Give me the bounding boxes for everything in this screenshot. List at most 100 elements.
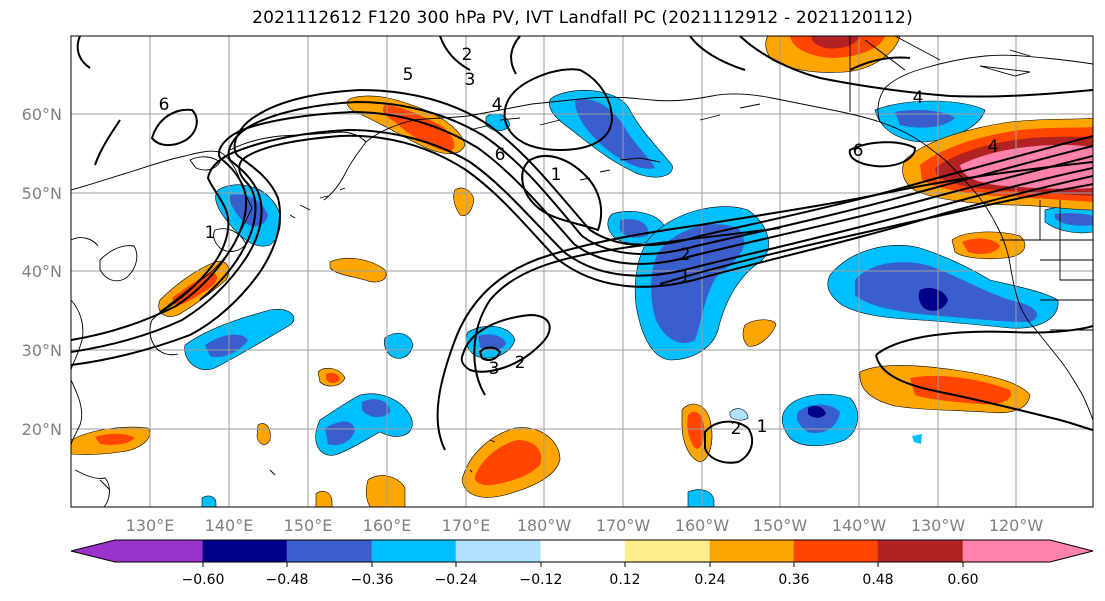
contour-label: 2	[515, 353, 526, 373]
ivt-contour-line	[199, 134, 1093, 301]
colorbar-segment	[793, 540, 879, 562]
pv-anomaly-region	[575, 99, 655, 169]
pv-anomaly-region	[383, 332, 414, 359]
contour-label: 4	[988, 137, 999, 157]
colorbar-segment	[455, 540, 542, 562]
colorbar-segment	[877, 540, 964, 562]
lat-label: 60°N	[22, 105, 62, 124]
lon-label: 130°E	[126, 516, 175, 535]
coastline	[71, 379, 83, 446]
colorbar-segment	[371, 540, 457, 562]
colorbar-segment	[286, 540, 373, 562]
colorbar-tick-label: −0.24	[435, 572, 478, 588]
pv-anomaly-region	[201, 495, 217, 507]
ivt-contour-line	[150, 108, 198, 146]
lon-label: 150°E	[284, 516, 333, 535]
coastline	[979, 49, 1031, 77]
colorbar-tick-label: −0.48	[266, 572, 309, 588]
ivt-contour-line	[849, 56, 911, 71]
coastline	[189, 156, 221, 171]
ivt-contour-line	[71, 100, 1093, 353]
colorbar-extend-low	[71, 540, 115, 562]
contour-label: 1	[757, 417, 768, 437]
coastline	[289, 187, 346, 219]
pv-anomaly-region	[918, 288, 948, 311]
coastline	[924, 54, 1093, 69]
ivt-contour-line	[521, 155, 603, 232]
lon-label: 140°E	[205, 516, 254, 535]
coastline	[74, 469, 110, 507]
colorbar-tick-label: 0.36	[778, 572, 809, 588]
pv-anomaly-region	[796, 404, 840, 434]
ivt-contour-line	[460, 313, 551, 373]
lon-label: 130°W	[911, 516, 966, 535]
contour-label: 2	[462, 45, 473, 65]
colorbar-segment	[202, 540, 288, 562]
lon-label: 170°E	[442, 516, 491, 535]
pv-anomaly-region	[205, 334, 248, 358]
contour-label: 1	[680, 267, 691, 287]
pv-anomaly-region	[687, 411, 705, 449]
lon-label: 160°E	[363, 516, 412, 535]
longitude-labels: 130°E 140°E 150°E 160°E 170°E 180°W 170°W 160°W…	[126, 516, 1044, 535]
colorbar-segment	[114, 540, 204, 562]
contour-label: 4	[913, 88, 924, 108]
coastline	[1000, 200, 1093, 331]
lat-label: 50°N	[22, 184, 62, 203]
pv-anomaly-region	[729, 408, 749, 421]
lon-label: 120°W	[989, 516, 1044, 535]
pv-anomaly-region	[362, 399, 390, 418]
ivt-contour-line	[71, 88, 1093, 366]
map-frame	[70, 35, 1094, 508]
contour-label: 3	[465, 70, 476, 90]
colorbar-tick-label: 0.24	[694, 572, 725, 588]
pv-anomaly-region	[95, 433, 135, 445]
colorbar-tick-label: −0.36	[351, 572, 394, 588]
pv-anomaly-region	[910, 375, 1011, 405]
ivt-contour-line	[439, 36, 521, 75]
contour-label: 6	[159, 95, 170, 115]
contour-label: 3	[489, 359, 500, 379]
ivt-contour-line	[473, 227, 781, 396]
coastline	[711, 93, 1093, 421]
ivt-contour-line	[436, 161, 1093, 451]
contour-label: 5	[403, 65, 414, 85]
coastline	[99, 245, 138, 282]
coastline	[229, 131, 367, 201]
pv-anomaly-region	[315, 490, 333, 507]
contour-label: 4	[492, 95, 503, 115]
pv-anomaly-region	[687, 489, 715, 507]
coastline	[149, 319, 179, 356]
contour-label: 6	[495, 145, 506, 165]
lon-label: 150°W	[753, 516, 808, 535]
pv-anomaly-region	[742, 319, 777, 347]
coastline	[71, 237, 99, 247]
ivt-contour-line	[659, 183, 1093, 285]
pv-anomaly-region	[811, 36, 860, 49]
colorbar-tick-label: 0.48	[862, 572, 893, 588]
colorbar-ticks: −0.60 −0.48 −0.36 −0.24 −0.12 0.12 0.24 0.36 0.4…	[182, 562, 979, 588]
colorbar-segment	[624, 540, 711, 562]
colorbar-tick-label: −0.12	[520, 572, 563, 588]
colorbar-tick-label: −0.60	[182, 572, 225, 588]
lat-label: 30°N	[22, 341, 62, 360]
contour-label: 1	[205, 223, 216, 243]
contour-label: 6	[853, 141, 864, 161]
pv-anomaly-region	[960, 145, 1093, 189]
ivt-contour-line	[875, 354, 1093, 431]
pv-anomaly-region	[962, 238, 1000, 254]
pv-anomaly-region	[651, 224, 745, 344]
ivt-contour-line	[739, 36, 1093, 98]
ivt-contour-line	[71, 110, 1093, 341]
pv-anomaly-region	[365, 475, 406, 507]
ivt-contour-line	[875, 325, 1093, 356]
ivt-contours	[71, 36, 1093, 464]
pv-anomaly-region	[474, 440, 542, 486]
contour-label: 2	[731, 419, 742, 439]
pv-anomaly-region	[325, 421, 355, 446]
ivt-contour-line	[478, 346, 502, 361]
coastline	[213, 228, 247, 252]
coastline	[849, 36, 941, 112]
contour-label: 1	[551, 165, 562, 185]
